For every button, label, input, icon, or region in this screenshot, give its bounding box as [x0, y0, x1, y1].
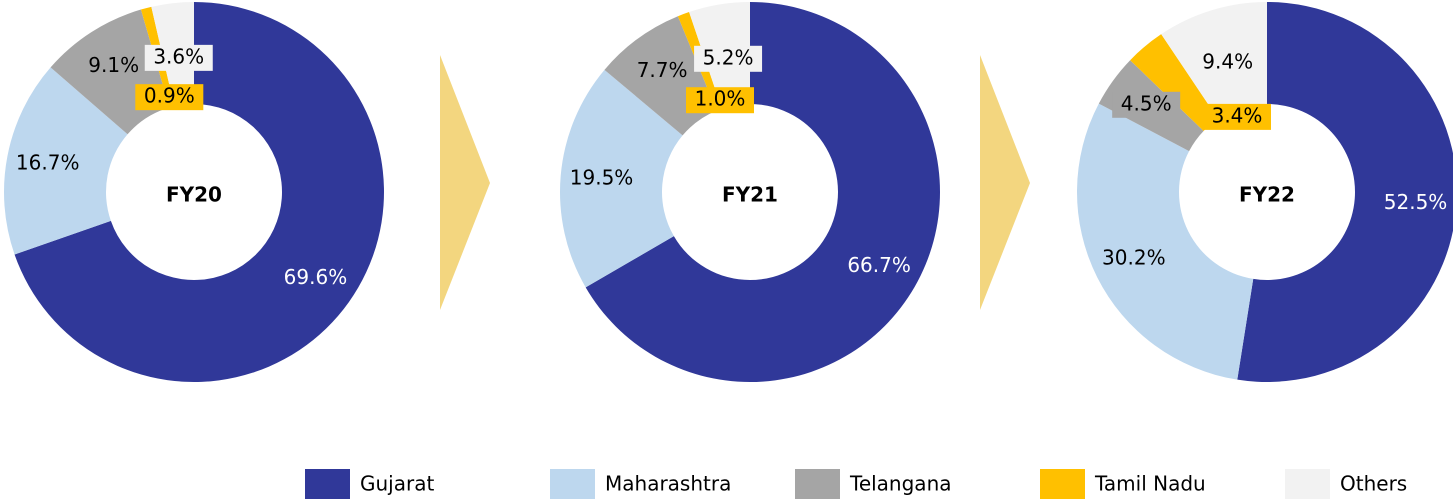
data-label: 69.6% [284, 265, 348, 289]
arrow [440, 55, 490, 310]
data-label: 19.5% [570, 166, 634, 190]
label-box [1112, 91, 1181, 118]
legend-swatch [1285, 469, 1330, 499]
center-label: FY20 [166, 183, 222, 207]
slice [585, 2, 941, 382]
legend-label: Others [1340, 472, 1407, 496]
slice [560, 69, 683, 288]
slice [1130, 34, 1218, 131]
center-label: FY21 [722, 183, 778, 207]
slice [1237, 2, 1453, 382]
legend-swatch [1040, 469, 1085, 499]
data-label: 66.7% [847, 253, 911, 277]
label-box [686, 87, 754, 114]
data-label: 9.4% [1202, 49, 1253, 73]
legend-swatch [550, 469, 595, 499]
data-label: 3.4% [1212, 103, 1263, 127]
label-box [135, 84, 204, 111]
legend-label: Maharashtra [605, 472, 731, 496]
legend-label: Telangana [849, 472, 952, 496]
arrow [980, 55, 1030, 310]
slice [4, 67, 128, 255]
data-label: 7.7% [637, 58, 688, 82]
data-label: 3.6% [153, 44, 204, 68]
data-label: 52.5% [1384, 190, 1448, 214]
data-label: 5.2% [703, 45, 754, 69]
label-box [694, 45, 763, 72]
legend-swatch [795, 469, 840, 499]
slice [1161, 2, 1267, 119]
legend-label: Tamil Nadu [1094, 472, 1206, 496]
data-label: 9.1% [88, 53, 139, 77]
slice [1076, 103, 1254, 380]
data-label: 0.9% [144, 84, 195, 108]
data-label: 1.0% [695, 87, 746, 111]
label-box [144, 44, 213, 71]
data-label: 16.7% [16, 150, 80, 174]
legend-label: Gujarat [360, 472, 434, 496]
data-label: 4.5% [1121, 91, 1172, 115]
center-label: FY22 [1239, 183, 1295, 207]
legend-swatch [305, 469, 350, 499]
slice [14, 2, 384, 382]
data-label: 30.2% [1102, 245, 1166, 269]
label-box [1203, 103, 1271, 130]
